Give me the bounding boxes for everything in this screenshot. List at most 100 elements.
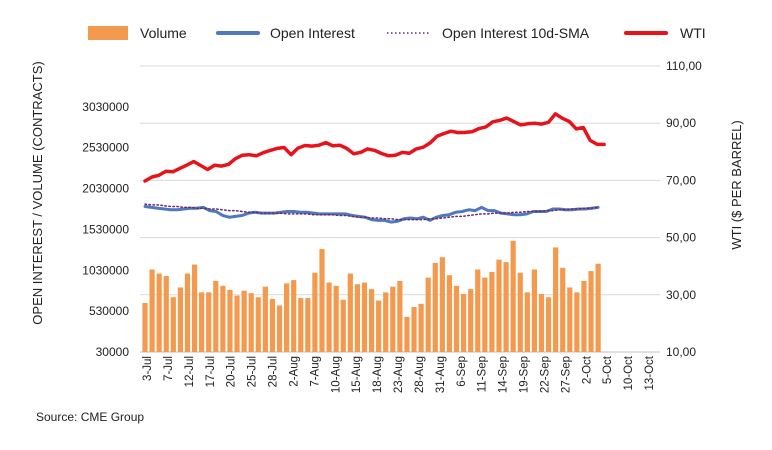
volume-bar (482, 277, 488, 352)
source-note: Source: CME Group (36, 410, 145, 424)
x-tick-label: 27-Sep (560, 356, 572, 393)
volume-bar (446, 275, 453, 352)
right-tick-label: 70,00 (666, 173, 696, 187)
volume-bar (276, 305, 283, 352)
left-tick-label: 530000 (89, 304, 129, 318)
volume-bar (418, 303, 424, 352)
x-tick-label: 20-Jul (226, 356, 238, 387)
volume-bar (531, 269, 537, 352)
volume-bar (411, 307, 417, 352)
volume-bar (588, 271, 594, 352)
volume-bar (383, 292, 389, 352)
volume-bar (567, 287, 573, 352)
legend-label: Volume (140, 25, 187, 41)
x-tick-label: 13-Oct (644, 355, 656, 390)
volume-bar (220, 285, 226, 352)
left-tick-label: 1030000 (82, 263, 129, 277)
volume-bar (269, 298, 276, 352)
volume-bar (517, 272, 523, 352)
volume-bar (432, 262, 438, 352)
x-tick-label: 11-Sep (477, 356, 489, 392)
volume-bar (177, 287, 183, 352)
volume-bar (553, 247, 559, 352)
volume-bar (291, 280, 297, 352)
x-tick-label: 3-Jul (142, 356, 154, 381)
wti-line (143, 112, 606, 183)
volume-bar (354, 284, 360, 352)
legend-label: WTI (680, 25, 706, 41)
x-tick-label: 15-Aug (351, 356, 363, 393)
volume-bar (312, 272, 318, 352)
volume-bar (347, 273, 353, 352)
volume-bar (213, 280, 219, 352)
volume-bar (390, 286, 396, 352)
x-tick-label: 18-Aug (372, 356, 384, 393)
x-tick-label: 12-Jul (184, 356, 196, 387)
volume-bar (333, 285, 339, 352)
x-tick-label: 5-Oct (602, 355, 614, 384)
volume-bar (538, 293, 545, 352)
volume-bar (545, 297, 552, 352)
x-tick-label: 25-Jul (247, 356, 259, 387)
x-tick-label: 2-Aug (288, 356, 300, 387)
right-tick-label: 30,00 (666, 288, 696, 302)
volume-bar (206, 292, 212, 352)
right-tick-label: 10,00 (666, 345, 696, 359)
volume-bar (305, 298, 311, 352)
volume-bar (453, 285, 460, 352)
volume-bar (227, 289, 233, 352)
left-tick-label: 30000 (96, 345, 130, 359)
volume-bar (163, 276, 169, 352)
volume-bar (361, 282, 368, 352)
legend-item: Volume (88, 25, 187, 41)
volume-bar (319, 249, 325, 352)
x-tick-label: 14-Sep (498, 356, 510, 393)
volume-bar (255, 297, 261, 352)
volume-bar (595, 263, 601, 352)
legend-swatch-bar (88, 26, 128, 40)
open-interest-sma-line (144, 203, 599, 221)
legend-label: Open Interest 10d-SMA (442, 25, 590, 41)
volume-bar (184, 273, 191, 352)
volume-bar (503, 262, 509, 352)
x-tick-label: 28-Jul (268, 356, 280, 387)
volume-bar (489, 271, 495, 352)
right-tick-label: 110,00 (666, 59, 702, 73)
legend-item: Open Interest 10d-SMA (387, 25, 590, 41)
volume-bar (368, 289, 375, 352)
x-tick-label: 6-Sep (456, 356, 468, 387)
volume-bar (581, 280, 587, 352)
x-tick-label: 28-Aug (414, 356, 426, 393)
x-tick-label: 17-Jul (205, 356, 217, 387)
volume-bar (560, 267, 566, 352)
legend-label: Open Interest (270, 25, 355, 41)
volume-bar (248, 293, 254, 352)
x-tick-label: 31-Aug (435, 356, 447, 393)
x-tick-label: 22-Sep (539, 356, 551, 393)
volume-bar (241, 290, 247, 352)
x-tick-label: 7-Jul (163, 356, 175, 381)
legend-item: Open Interest (216, 25, 355, 41)
x-tick-label: 2-Oct (581, 355, 593, 384)
volume-bar (439, 257, 445, 352)
volume-bar (234, 295, 240, 352)
left-tick-label: 2530000 (82, 141, 129, 155)
volume-bar (191, 264, 198, 352)
volume-bar (262, 286, 268, 352)
volume-bar (149, 269, 155, 352)
volume-bar (170, 297, 176, 352)
volume-bar (461, 293, 467, 352)
volume-bar (142, 302, 148, 352)
right-axis-title: WTI ($ PER BARREL) (729, 120, 744, 249)
legend-item: WTI (624, 25, 706, 41)
x-tick-label: 19-Sep (519, 356, 531, 393)
volume-bar (496, 259, 502, 352)
volume-bar (156, 273, 162, 352)
volume-bar (510, 240, 516, 352)
x-tick-label: 23-Aug (393, 356, 405, 393)
volume-bar (199, 292, 205, 352)
x-tick-label: 7-Aug (309, 356, 321, 387)
volume-bar (524, 292, 530, 352)
volume-bar (340, 299, 346, 352)
